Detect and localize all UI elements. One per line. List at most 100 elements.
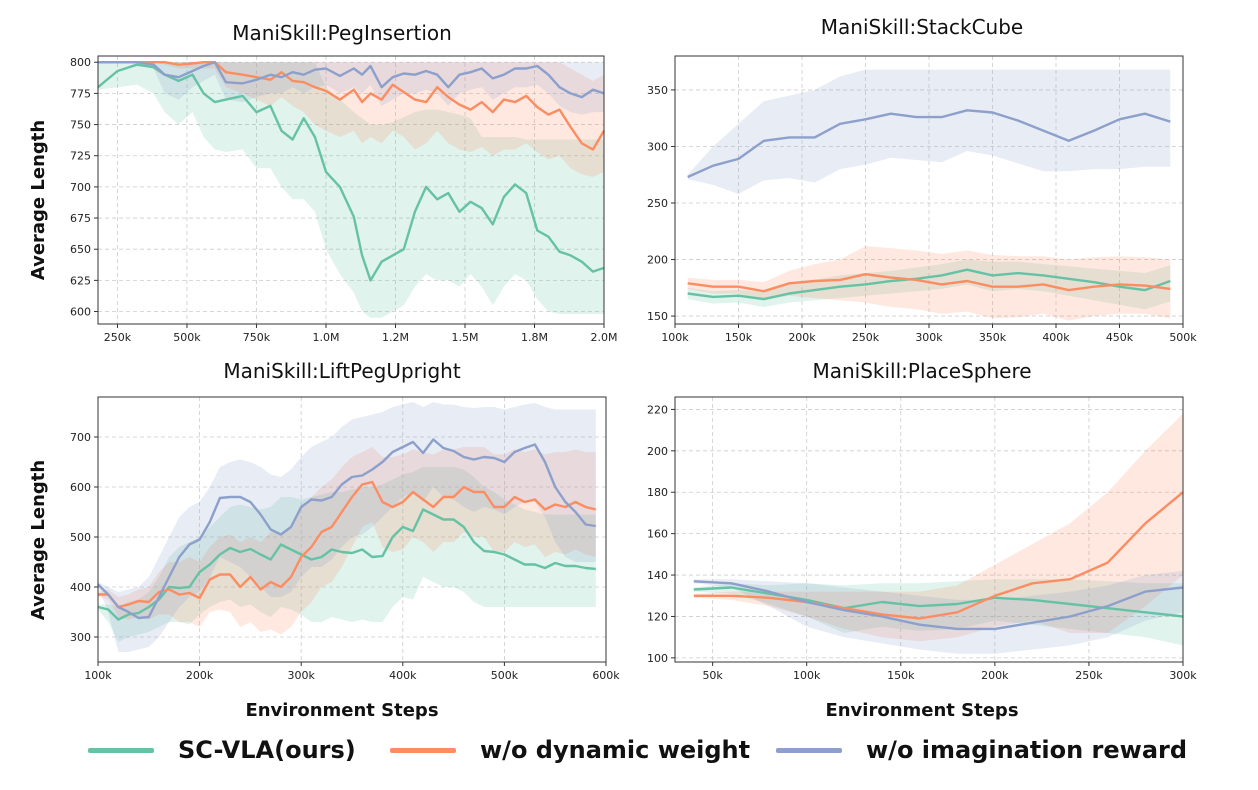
panel-placesphere-x-tick-label: 50k: [702, 669, 723, 682]
legend-item-sc-vla: SC-VLA(ours): [88, 728, 356, 772]
panel-stackcube-x-tick-label: 100k: [661, 331, 689, 344]
panel-peginsertion-band-w-o-dynamic-weight: [98, 62, 604, 177]
panel-peginsertion-y-tick-label: 600: [70, 306, 91, 319]
panel-liftpegupright-x-tick-label: 200k: [186, 669, 214, 682]
panel-placesphere-x-tick-label: 150k: [887, 669, 915, 682]
panel-peginsertion-line-sc-vla-ours: [97, 63, 605, 282]
figure-canvas: 250k 500k 750k 1.0M 1.2M 1.5M 1.8M 2.0M 600 625 65…: [28, 15, 1197, 721]
panel-placesphere-frame: [674, 396, 1184, 663]
panel-stackcube-y-tick-label: 150: [647, 310, 668, 323]
panel-peginsertion-line-w-o-dynamic-weight: [98, 61, 606, 151]
panel-placesphere-y-tick-label: 100: [647, 652, 668, 665]
panel-liftpegupright-y-axis-label: Average Length: [28, 460, 49, 620]
panel-liftpegupright-plot-area: [98, 397, 606, 662]
panel-liftpegupright-x-tick-label: 500k: [491, 669, 519, 682]
panel-peginsertion-y-tick-label: 650: [70, 243, 91, 256]
panel-placesphere-y-tick-label: 160: [647, 528, 668, 541]
panel-liftpegupright-band-w-o-imagination-reward: [98, 402, 596, 652]
legend-item-no-imagination: w/o imagination reward: [776, 728, 1187, 772]
legend-swatch-no-imagination: [776, 747, 842, 753]
panel-peginsertion-y-tick-label: 725: [70, 150, 91, 163]
panel-peginsertion-y-tick-label: 675: [70, 212, 91, 225]
panel-liftpegupright-x-axis-label: Environment Steps: [245, 700, 438, 721]
panel-peginsertion-x-tick-label: 1.0M: [312, 331, 339, 344]
panel-peginsertion-line-w-o-imagination-reward: [98, 61, 605, 99]
panel-liftpegupright-line-sc-vla-ours: [97, 508, 596, 621]
panel-peginsertion-y-tick-label: 700: [70, 181, 91, 194]
panel-liftpegupright-y-tick-label: 700: [70, 431, 91, 444]
panel-stackcube: 100k 150k 200k 250k 300k 350k 400k 450k 500k 150 2…: [647, 15, 1197, 344]
panel-placesphere-band-w-o-imagination-reward: [693, 570, 1183, 654]
panel-placesphere-band-sc-vla-ours: [693, 579, 1183, 646]
panel-peginsertion-y-axis-label: Average Length: [28, 120, 49, 280]
panel-liftpegupright-x-tick-label: 300k: [288, 669, 316, 682]
panel-liftpegupright-x-tick-label: 400k: [389, 669, 417, 682]
panel-liftpegupright-y-tick-label: 600: [70, 481, 91, 494]
panel-stackcube-y-tick-label: 250: [647, 197, 668, 210]
panel-stackcube-x-tick-label: 350k: [979, 331, 1007, 344]
panel-placesphere-y-tick-label: 220: [647, 403, 668, 416]
panel-placesphere-y-tick-label: 140: [647, 569, 668, 582]
panel-stackcube-band-sc-vla-ours: [687, 259, 1171, 310]
legend-item-no-dynamic: w/o dynamic weight: [390, 728, 750, 772]
panel-liftpegupright-x-tick-label: 600k: [592, 669, 620, 682]
panel-stackcube-x-tick-label: 200k: [788, 331, 816, 344]
panel-placesphere-y-tick-label: 120: [647, 610, 668, 623]
panel-placesphere-line-w-o-imagination-reward: [693, 580, 1184, 631]
panel-peginsertion-y-tick-label: 800: [70, 56, 91, 69]
panel-liftpegupright-y-tick-label: 500: [70, 531, 91, 544]
panel-stackcube-x-tick-label: 300k: [915, 331, 943, 344]
panel-stackcube-line-w-o-imagination-reward: [687, 109, 1171, 179]
panel-peginsertion-x-tick-label: 2.0M: [591, 331, 618, 344]
legend-swatch-no-dynamic: [390, 747, 456, 753]
panel-peginsertion-x-tick-label: 1.8M: [521, 331, 548, 344]
panel-placesphere-x-tick-label: 250k: [1075, 669, 1103, 682]
legend: SC-VLA(ours) w/o dynamic weight w/o imag…: [0, 728, 1258, 772]
panel-stackcube-y-tick-label: 200: [647, 254, 668, 267]
panel-peginsertion-x-tick-label: 1.2M: [382, 331, 409, 344]
panel-stackcube-x-tick-label: 500k: [1169, 331, 1197, 344]
panel-placesphere-band-w-o-dynamic-weight: [693, 413, 1183, 642]
panel-liftpegupright-band-sc-vla-ours: [98, 467, 596, 642]
panel-peginsertion-x-tick-label: 750k: [243, 331, 271, 344]
panel-peginsertion-y-tick-label: 775: [70, 87, 91, 100]
panel-placesphere-x-tick-label: 100k: [793, 669, 821, 682]
panel-peginsertion: 250k 500k 750k 1.0M 1.2M 1.5M 1.8M 2.0M 600 625 65…: [28, 21, 617, 344]
legend-label-no-imagination: w/o imagination reward: [866, 736, 1188, 764]
panel-peginsertion-x-tick-label: 500k: [173, 331, 201, 344]
panel-stackcube-x-tick-label: 400k: [1042, 331, 1070, 344]
panel-peginsertion-band-sc-vla-ours: [98, 62, 604, 318]
panel-placesphere-x-tick-label: 200k: [981, 669, 1009, 682]
panel-liftpegupright-x-tick-label: 100k: [84, 669, 112, 682]
legend-label-no-dynamic: w/o dynamic weight: [480, 736, 751, 764]
panel-stackcube-x-tick-label: 150k: [725, 331, 753, 344]
panel-liftpegupright-title: ManiSkill:LiftPegUpright: [223, 359, 460, 383]
panel-stackcube-y-tick-label: 300: [647, 140, 668, 153]
legend-label-sc-vla: SC-VLA(ours): [178, 736, 356, 764]
panel-liftpegupright-frame: [97, 396, 607, 663]
panel-stackcube-x-tick-label: 450k: [1106, 331, 1134, 344]
legend-swatch-sc-vla: [88, 747, 154, 753]
panel-peginsertion-x-tick-label: 1.5M: [451, 331, 478, 344]
panel-placesphere-line-w-o-dynamic-weight: [693, 491, 1184, 620]
panel-liftpegupright-band-w-o-dynamic-weight: [98, 447, 596, 635]
panel-liftpegupright-y-tick-label: 400: [70, 581, 91, 594]
panel-peginsertion-band-w-o-imagination-reward: [98, 62, 604, 115]
panel-placesphere-y-tick-label: 180: [647, 486, 668, 499]
panel-peginsertion-x-tick-label: 250k: [104, 331, 132, 344]
panel-peginsertion-y-tick-label: 750: [70, 119, 91, 132]
panel-placesphere: 50k 100k 150k 200k 250k 300k 100 120 140 160 180 20…: [647, 359, 1197, 721]
panel-liftpegupright-line-w-o-dynamic-weight: [98, 480, 597, 609]
panel-peginsertion-title: ManiSkill:PegInsertion: [232, 21, 452, 45]
panel-placesphere-x-axis-label: Environment Steps: [825, 700, 1018, 721]
panel-placesphere-x-tick-label: 300k: [1169, 669, 1197, 682]
panel-stackcube-y-tick-label: 350: [647, 84, 668, 97]
panel-stackcube-line-w-o-dynamic-weight: [687, 273, 1171, 293]
panel-placesphere-title: ManiSkill:PlaceSphere: [812, 359, 1031, 383]
panel-peginsertion-frame: [97, 55, 605, 325]
panel-stackcube-line-sc-vla-ours: [687, 268, 1171, 301]
panel-liftpegupright-line-w-o-imagination-reward: [97, 438, 596, 620]
panel-stackcube-band-w-o-imagination-reward: [687, 69, 1171, 194]
panel-stackcube-title: ManiSkill:StackCube: [821, 15, 1023, 39]
panel-liftpegupright: 100k 200k 300k 400k 500k 600k 300 400 500 600 700 M…: [28, 359, 620, 721]
